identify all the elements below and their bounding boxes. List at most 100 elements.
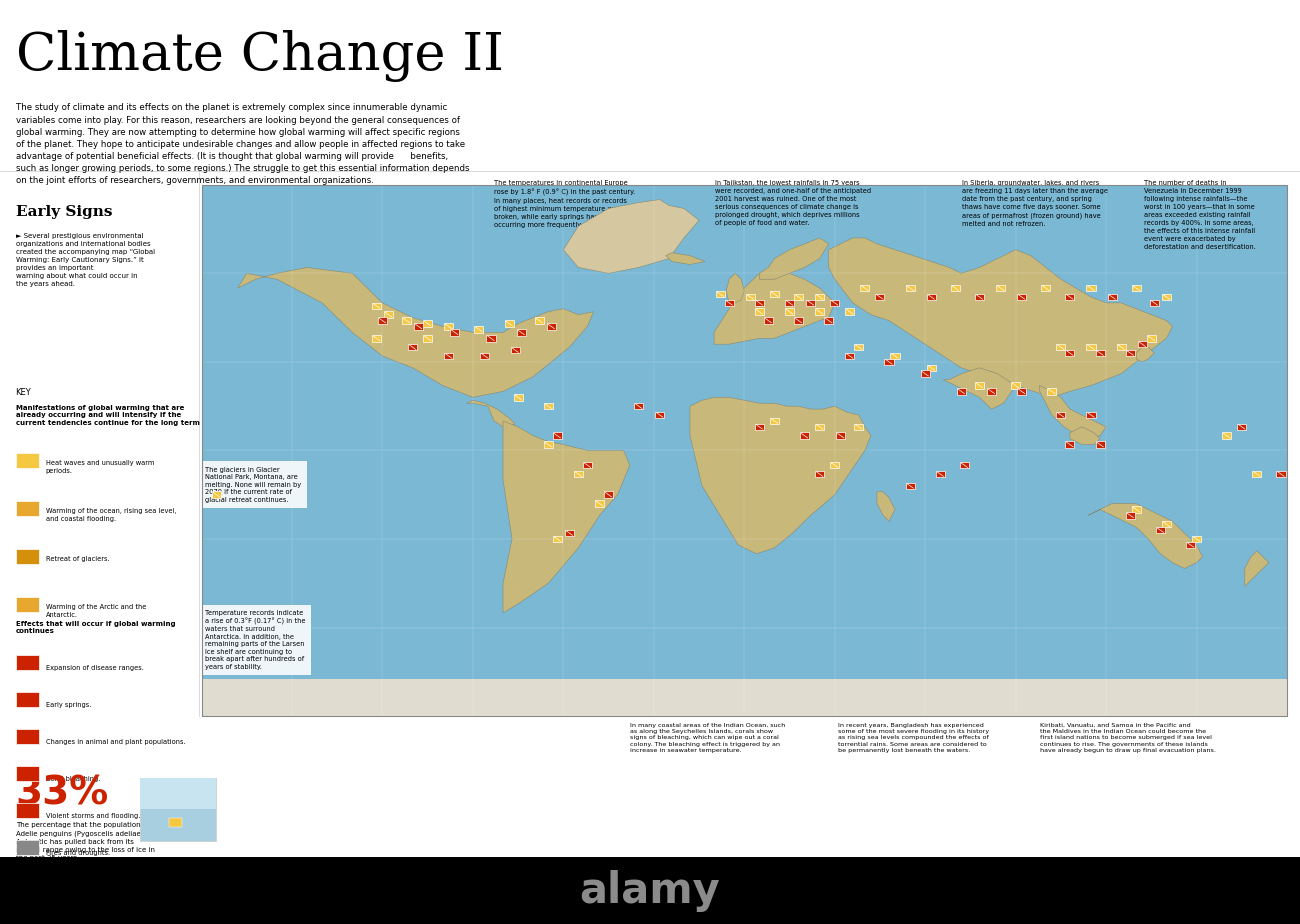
Text: The number of deaths in
Venezuela in December 1999
following intense rainfalls—t: The number of deaths in Venezuela in Dec… xyxy=(1144,180,1256,250)
Bar xyxy=(422,335,432,342)
Bar xyxy=(755,309,764,315)
Bar xyxy=(1096,442,1105,448)
Text: The study of climate and its effects on the planet is extremely complex since in: The study of climate and its effects on … xyxy=(16,103,469,186)
Bar xyxy=(1126,512,1135,518)
Bar xyxy=(845,309,854,315)
Polygon shape xyxy=(1136,347,1154,362)
Bar xyxy=(806,299,815,306)
Bar xyxy=(634,403,644,409)
Bar xyxy=(582,462,592,468)
Polygon shape xyxy=(1040,385,1106,439)
Bar xyxy=(372,335,381,342)
Bar xyxy=(1132,285,1141,291)
Bar xyxy=(854,423,863,430)
Text: In Tajikstan, the lowest rainfalls in 75 years
were recorded, and one-half of th: In Tajikstan, the lowest rainfalls in 75… xyxy=(715,180,871,226)
Bar xyxy=(794,317,803,323)
Text: Early springs.: Early springs. xyxy=(46,702,91,708)
Bar xyxy=(1066,442,1074,448)
Bar xyxy=(1108,294,1117,300)
Text: The percentage that the population of
Adelie penguins (Pygoscelis adeliae) in
An: The percentage that the population of Ad… xyxy=(16,822,155,861)
Bar xyxy=(16,549,39,564)
Bar xyxy=(16,597,39,612)
Polygon shape xyxy=(878,492,894,521)
Bar xyxy=(402,317,411,323)
Text: Kiribati, Vanuatu, and Samoa in the Pacific and
the Maldives in the Indian Ocean: Kiribati, Vanuatu, and Samoa in the Paci… xyxy=(1040,723,1216,753)
Bar xyxy=(875,294,884,300)
Bar xyxy=(884,359,893,365)
Bar xyxy=(384,311,393,318)
Bar xyxy=(836,432,845,439)
Bar xyxy=(1017,388,1026,395)
Bar xyxy=(16,803,39,818)
Polygon shape xyxy=(666,252,705,264)
Bar xyxy=(800,432,809,439)
Text: Warming of the ocean, rising sea level,
and coastal flooding.: Warming of the ocean, rising sea level, … xyxy=(46,508,176,522)
Bar xyxy=(378,317,387,323)
Bar xyxy=(1011,383,1020,389)
Bar xyxy=(724,299,733,306)
Bar xyxy=(906,482,915,489)
Bar xyxy=(445,323,454,330)
Bar xyxy=(1132,506,1141,513)
Polygon shape xyxy=(467,400,515,427)
Bar xyxy=(854,344,863,350)
Bar xyxy=(552,432,562,439)
Text: Manifestations of global warming that are
already occurring and will intensify i: Manifestations of global warming that ar… xyxy=(16,405,199,426)
Bar xyxy=(975,383,984,389)
Bar xyxy=(514,394,523,401)
Bar xyxy=(140,778,216,808)
Bar xyxy=(987,388,996,395)
Bar xyxy=(785,309,794,315)
Bar xyxy=(1192,536,1201,542)
Text: Violent storms and flooding.: Violent storms and flooding. xyxy=(46,813,140,819)
Polygon shape xyxy=(238,267,594,397)
Bar xyxy=(1117,344,1126,350)
Bar xyxy=(831,299,840,306)
Polygon shape xyxy=(944,368,1015,409)
Bar xyxy=(16,766,39,781)
Bar xyxy=(408,344,417,350)
Bar xyxy=(1149,299,1158,306)
Bar xyxy=(604,492,614,498)
Text: In recent years, Bangladesh has experienced
some of the most severe flooding in : In recent years, Bangladesh has experien… xyxy=(838,723,989,753)
Bar xyxy=(927,294,936,300)
Bar xyxy=(1057,412,1066,419)
Bar xyxy=(927,365,936,371)
Bar xyxy=(1147,335,1156,342)
Polygon shape xyxy=(1245,551,1269,586)
Text: In many coastal areas of the Indian Ocean, such
as along the Seychelles Islands,: In many coastal areas of the Indian Ocea… xyxy=(630,723,785,753)
Bar xyxy=(1186,541,1195,548)
Bar xyxy=(1162,521,1171,528)
Bar xyxy=(413,323,424,330)
Bar xyxy=(959,462,968,468)
Bar xyxy=(764,317,774,323)
Bar xyxy=(595,501,604,506)
Bar xyxy=(794,294,803,300)
Bar xyxy=(1252,471,1261,478)
Bar xyxy=(169,818,182,827)
Bar xyxy=(511,346,520,353)
Bar xyxy=(481,353,490,359)
Text: Expansion of disease ranges.: Expansion of disease ranges. xyxy=(46,665,143,671)
Bar xyxy=(936,471,945,478)
Bar xyxy=(861,285,870,291)
Bar xyxy=(891,353,900,359)
Bar xyxy=(1222,432,1231,439)
Text: Temperature records indicate
a rise of 0.3°F (0.17° C) in the
waters that surrou: Temperature records indicate a rise of 0… xyxy=(205,610,306,670)
Bar xyxy=(950,285,959,291)
Bar xyxy=(1126,350,1135,357)
Bar xyxy=(552,536,562,542)
Polygon shape xyxy=(1088,504,1202,568)
Bar xyxy=(815,423,824,430)
Bar xyxy=(16,501,39,516)
Bar xyxy=(1057,344,1066,350)
Text: Climate Change II: Climate Change II xyxy=(16,30,503,81)
Polygon shape xyxy=(563,200,699,274)
Bar xyxy=(16,692,39,707)
Bar xyxy=(845,353,854,359)
Polygon shape xyxy=(202,679,1287,716)
Bar xyxy=(770,418,779,424)
Bar xyxy=(1162,294,1171,300)
Bar xyxy=(1041,285,1050,291)
Bar xyxy=(16,840,39,855)
